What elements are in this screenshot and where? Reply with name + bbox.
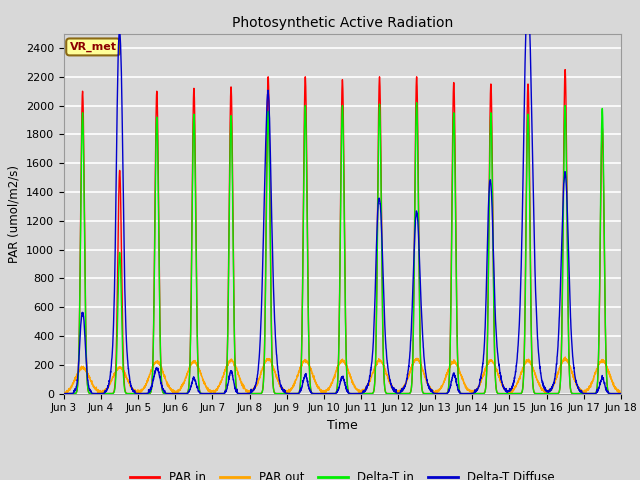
Legend: PAR in, PAR out, Delta-T in, Delta-T Diffuse: PAR in, PAR out, Delta-T in, Delta-T Dif… [125,466,560,480]
Text: VR_met: VR_met [70,42,116,52]
Title: Photosynthetic Active Radiation: Photosynthetic Active Radiation [232,16,453,30]
X-axis label: Time: Time [327,419,358,432]
Y-axis label: PAR (umol/m2/s): PAR (umol/m2/s) [8,165,20,263]
